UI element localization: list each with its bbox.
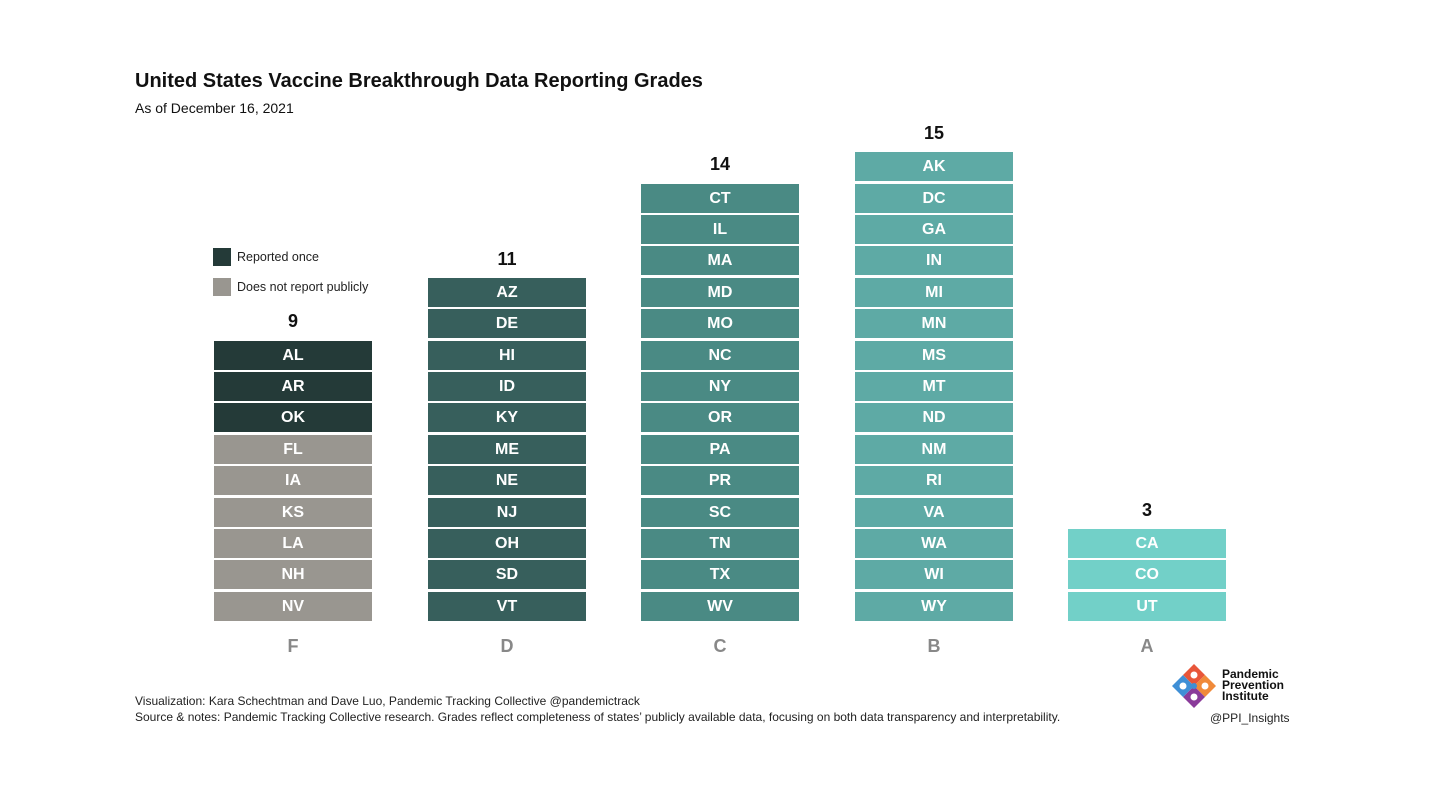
state-cell-me: ME [428, 434, 586, 464]
state-cell-wa: WA [855, 529, 1013, 558]
column-count-b: 15 [923, 123, 945, 143]
legend-item-does-not-report: Does not report publicly [213, 277, 368, 297]
state-cell-tx: TX [641, 560, 799, 590]
state-cell-mn: MN [855, 309, 1013, 339]
grade-label-b: B [927, 636, 941, 656]
column-count-c: 14 [709, 154, 731, 175]
legend-swatch [213, 278, 231, 296]
state-cell-ar: AR [214, 372, 372, 401]
grade-label-d: D [500, 636, 514, 656]
state-cell-co: CO [1068, 560, 1226, 590]
grade-label-f: F [287, 636, 299, 656]
state-cell-ia: IA [214, 466, 372, 496]
footer-credit: Visualization: Kara Schechtman and Dave … [135, 694, 640, 708]
state-cell-ms: MS [855, 340, 1013, 370]
state-cell-sd: SD [428, 560, 586, 590]
state-cell-vt: VT [428, 591, 586, 621]
state-cell-az: AZ [428, 277, 586, 307]
state-cell-sc: SC [641, 497, 799, 527]
social-handle: @PPI_Insights [1210, 711, 1290, 725]
state-cell-in: IN [855, 246, 1013, 276]
state-cell-mi: MI [855, 277, 1013, 307]
state-cell-va: VA [855, 497, 1013, 527]
state-cell-de: DE [428, 309, 586, 339]
logo-line: Institute [1222, 689, 1269, 703]
chart-subtitle: As of December 16, 2021 [135, 100, 294, 116]
state-cell-ut: UT [1068, 591, 1226, 621]
state-cell-ca: CA [1068, 529, 1226, 558]
state-cell-nc: NC [641, 340, 799, 370]
ppi-diamond-logo-icon [1172, 664, 1216, 708]
state-cell-ga: GA [855, 215, 1013, 244]
legend-label: Reported once [237, 250, 320, 264]
grade-label-c: C [713, 636, 727, 656]
grade-label-a: A [1140, 636, 1154, 656]
state-cell-nh: NH [214, 560, 372, 590]
state-cell-ny: NY [641, 372, 799, 401]
state-cell-dc: DC [855, 183, 1013, 213]
legend: Reported once Does not report publicly [213, 247, 368, 307]
logo-line: Pandemic [1222, 667, 1279, 681]
state-cell-fl: FL [214, 434, 372, 464]
state-cell-ks: KS [214, 497, 372, 527]
column-count-a: 3 [1141, 499, 1152, 520]
state-cell-ky: KY [428, 403, 586, 433]
state-cell-mt: MT [855, 372, 1013, 401]
state-cell-md: MD [641, 277, 799, 307]
footer-source: Source & notes: Pandemic Tracking Collec… [135, 710, 1061, 724]
column-count-f: 9 [287, 311, 298, 332]
state-cell-al: AL [214, 340, 372, 370]
state-cell-ak: AK [855, 152, 1013, 182]
logo-text: Pandemic Prevention Institute [1222, 667, 1285, 703]
state-cell-nd: ND [855, 403, 1013, 433]
state-cell-wv: WV [641, 591, 799, 621]
state-cell-il: IL [641, 215, 799, 244]
state-cell-id: ID [428, 372, 586, 401]
footer-notes: Visualization: Kara Schechtman and Dave … [135, 693, 1060, 725]
state-cell-ri: RI [855, 466, 1013, 496]
legend-swatch [213, 248, 231, 266]
ppi-logo: Pandemic Prevention Institute [1170, 662, 1300, 728]
state-cell-la: LA [214, 529, 372, 558]
state-cell-ma: MA [641, 246, 799, 276]
state-cell-nv: NV [214, 591, 372, 621]
chart-title: United States Vaccine Breakthrough Data … [135, 70, 703, 92]
state-cell-wi: WI [855, 560, 1013, 590]
column-count-d: 11 [497, 248, 517, 269]
state-cell-pa: PA [641, 434, 799, 464]
state-cell-hi: HI [428, 340, 586, 370]
state-cell-oh: OH [428, 529, 586, 558]
state-cell-ct: CT [641, 183, 799, 213]
state-cell-or: OR [641, 403, 799, 433]
legend-label: Does not report publicly [237, 280, 369, 294]
state-cell-wy: WY [855, 591, 1013, 621]
state-cell-nj: NJ [428, 497, 586, 527]
state-cell-nm: NM [855, 434, 1013, 464]
state-cell-ne: NE [428, 466, 586, 496]
logo-line: Prevention [1222, 678, 1285, 692]
legend-item-reported-once: Reported once [213, 247, 368, 267]
state-cell-pr: PR [641, 466, 799, 496]
state-cell-mo: MO [641, 309, 799, 339]
state-cell-ok: OK [214, 403, 372, 433]
state-cell-tn: TN [641, 529, 799, 558]
